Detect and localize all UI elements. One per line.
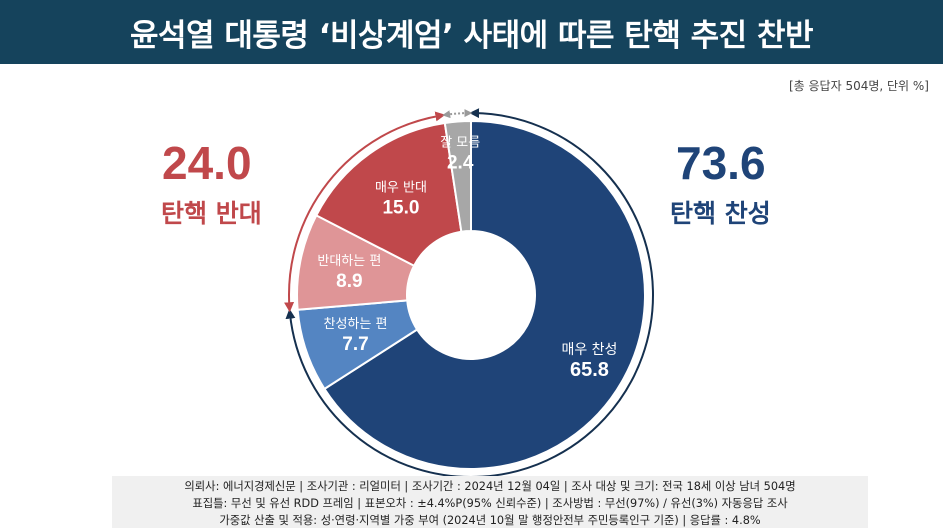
slice-label: 찬성하는 편 [324,317,388,332]
slice-value: 65.8 [570,359,609,381]
slice-label: 매우 반대 [375,181,427,196]
support-total-label: 탄핵 찬성 [670,199,771,228]
support-bracket-arc [285,108,654,478]
slice-value: 8.9 [336,271,362,292]
sample-note: [총 응답자 504명, 단위 %] [788,79,929,93]
footer-line-3: 가중값 산출 및 적용: 성·연령·지역별 가중 부여 (2024년 10월 말… [219,514,761,527]
slice-label: 반대하는 편 [317,254,381,269]
slice-label: 잘 모름 [440,135,480,150]
slice-value: 15.0 [382,198,419,219]
slice-value: 2.4 [447,152,474,173]
oppose-total-label: 탄핵 반대 [161,199,262,228]
slice-label: 매우 찬성 [561,342,617,358]
footer-line-2: 표집틀: 무선 및 유선 RDD 프레임 | 표본오차 : ±4.4%P(95%… [192,497,788,510]
support-total-value: 73.6 [676,137,766,189]
unknown-bracket-arc [442,109,473,119]
oppose-total-value: 24.0 [162,137,252,189]
oppose-bracket-arc [284,111,446,313]
footer-line-1: 의뢰사: 에너지경제신문 | 조사기관 : 리얼미터 | 조사기간 : 2024… [184,480,796,493]
donut-slice [323,119,646,470]
slice-value: 7.7 [342,334,368,355]
survey-footer: 의뢰사: 에너지경제신문 | 조사기관 : 리얼미터 | 조사기간 : 2024… [112,476,868,528]
page-title: 윤석열 대통령 ‘비상계엄’ 사태에 따른 탄핵 추진 찬반 [0,0,943,64]
